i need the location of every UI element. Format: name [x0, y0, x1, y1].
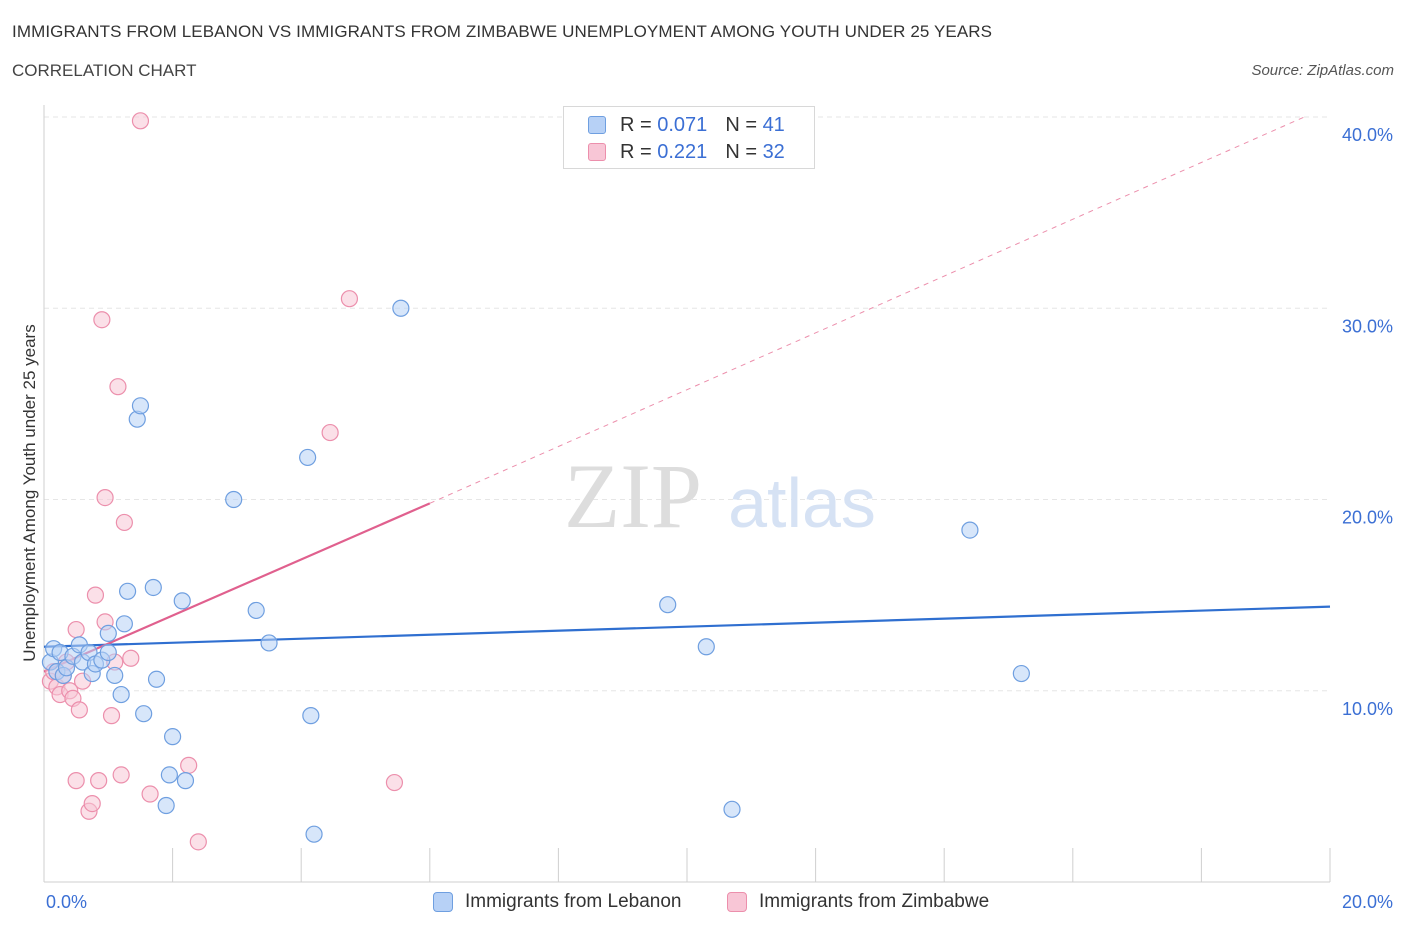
chart-subtitle: CORRELATION CHART	[12, 61, 197, 80]
legend-n-value-lebanon: 41	[762, 113, 785, 136]
bottom-legend-lebanon: Immigrants from Lebanon	[433, 889, 682, 915]
legend-r-value-zimbabwe: 0.221	[657, 140, 708, 163]
lebanon-point	[299, 448, 317, 467]
legend-n-label: N =	[725, 113, 757, 136]
lebanon-point	[115, 615, 133, 633]
watermark: ZIP atlas	[564, 445, 876, 547]
lebanon-point	[305, 825, 323, 843]
zimbabwe-point	[93, 311, 111, 329]
bottom-legend-label-zimbabwe: Immigrants from Zimbabwe	[759, 891, 990, 912]
lebanon-trend-line	[43, 605, 1331, 648]
lebanon-point	[131, 397, 150, 415]
zimbabwe-point	[141, 785, 159, 803]
lebanon-point	[135, 705, 153, 723]
zimbabwe-point	[67, 620, 85, 639]
zimbabwe-point	[385, 773, 404, 792]
zimbabwe-point	[67, 772, 85, 790]
bottom-legend-zimbabwe: Immigrants from Zimbabwe	[727, 889, 989, 915]
zimbabwe-trend-line	[43, 502, 431, 673]
legend-r-value-lebanon: 0.071	[657, 113, 708, 136]
legend-swatch-zimbabwe	[588, 143, 606, 161]
y-tick-label: 40.0%	[1342, 125, 1393, 145]
legend-r-label: R =	[620, 113, 652, 136]
bottom-legend-swatch-zimbabwe	[727, 892, 747, 912]
zimbabwe-point	[189, 833, 207, 851]
y-tick-label: 20.0%	[1342, 508, 1393, 528]
lebanon-point	[147, 670, 166, 688]
points-layer	[41, 112, 1030, 851]
x-tick-label: 20.0%	[1342, 892, 1393, 912]
zimbabwe-point	[109, 378, 127, 396]
zimbabwe-point	[115, 513, 133, 532]
lebanon-point	[961, 521, 979, 539]
lebanon-point	[118, 582, 137, 600]
axis-layer	[43, 105, 1331, 883]
watermark-atlas: atlas	[728, 464, 876, 542]
lebanon-point	[723, 800, 741, 818]
zimbabwe-point	[122, 649, 140, 667]
correlation-legend: R = 0.071 N = 41 R = 0.221 N = 32	[563, 106, 815, 169]
zimbabwe-point	[83, 794, 101, 813]
lebanon-point	[392, 299, 410, 317]
lebanon-point	[225, 490, 243, 509]
lebanon-point	[106, 666, 124, 685]
bottom-legend-label-lebanon: Immigrants from Lebanon	[465, 891, 682, 912]
zimbabwe-point	[102, 707, 121, 725]
lebanon-point	[260, 634, 278, 652]
lebanon-point	[173, 592, 191, 610]
zimbabwe-point	[131, 112, 150, 130]
zimbabwe-point	[96, 488, 114, 507]
y-tick-label: 10.0%	[1342, 699, 1393, 719]
lebanon-point	[697, 638, 715, 656]
chart-title: IMMIGRANTS FROM LEBANON VS IMMIGRANTS FR…	[12, 22, 993, 41]
watermark-zip: ZIP	[564, 445, 702, 547]
lebanon-point	[112, 685, 130, 704]
grid-layer	[44, 116, 1330, 692]
lebanon-point	[176, 772, 195, 790]
lebanon-point	[99, 643, 117, 662]
zimbabwe-point	[90, 772, 108, 790]
zimbabwe-point	[180, 756, 198, 774]
y-tick-label: 30.0%	[1342, 316, 1393, 336]
lebanon-point	[1012, 664, 1030, 683]
legend-n-label: N =	[725, 140, 757, 163]
zimbabwe-point	[70, 701, 88, 719]
bottom-legend-swatch-lebanon	[433, 892, 453, 912]
lebanon-point	[659, 596, 677, 614]
lebanon-point	[247, 601, 265, 620]
lebanon-point	[144, 578, 162, 597]
lebanon-point	[164, 728, 182, 746]
zimbabwe-point	[112, 766, 130, 784]
zimbabwe-point	[340, 290, 359, 308]
lebanon-point	[160, 766, 178, 784]
source-label: Source: ZipAtlas.com	[1251, 62, 1394, 79]
lebanon-point	[99, 624, 117, 642]
legend-row-zimbabwe: R = 0.221 N = 32	[588, 139, 785, 165]
zimbabwe-trend-extension	[429, 116, 1305, 504]
legend-row-lebanon: R = 0.071 N = 41	[588, 112, 785, 138]
lebanon-point	[302, 707, 320, 725]
legend-r-label: R =	[620, 140, 652, 163]
legend-n-value-zimbabwe: 32	[762, 140, 785, 163]
label-layer: 10.0% 20.0% 30.0% 40.0% 0.0% 20.0%	[46, 125, 1393, 912]
zimbabwe-point	[86, 586, 105, 604]
x-tick-label: 0.0%	[46, 892, 87, 912]
lebanon-point	[157, 796, 175, 815]
trend-layer	[43, 116, 1331, 673]
y-axis-label: Unemployment Among Youth under 25 years	[20, 324, 39, 661]
legend-swatch-lebanon	[588, 116, 606, 134]
zimbabwe-point	[321, 423, 339, 442]
